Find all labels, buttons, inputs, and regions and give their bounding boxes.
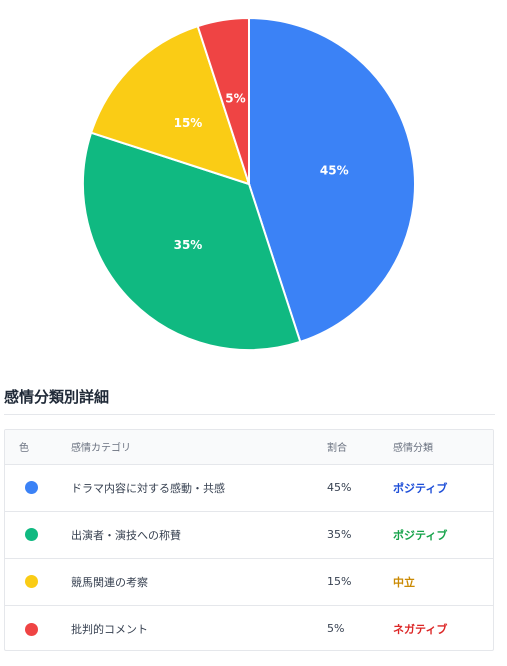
pie-chart-svg: 45% 35% 15% 5% — [82, 16, 416, 351]
color-dot — [25, 575, 38, 589]
row-category: 競馬関連の考察 — [71, 575, 148, 589]
table-row: ドラマ内容に対する感動・共感 45% ポジティブ — [5, 464, 493, 511]
details-table-container: 色 感情カテゴリ 割合 感情分類 ドラマ内容に対する感動・共感 45% ポジティ… — [4, 429, 494, 651]
row-ratio: 5% — [327, 622, 345, 636]
pie-slice — [196, 16, 250, 185]
row-class: ポジティブ — [393, 481, 448, 495]
details-table: 色 感情カテゴリ 割合 感情分類 ドラマ内容に対する感動・共感 45% ポジティ… — [5, 430, 493, 650]
header-class: 感情分類 — [393, 430, 493, 465]
pie-chart: 45% 35% 15% 5% — [82, 16, 416, 351]
section-title: 感情分類別詳細 — [4, 388, 110, 406]
row-class: 中立 — [393, 575, 415, 589]
table-row: 出演者・演技への称賛 35% ポジティブ — [5, 511, 493, 558]
pie-slice — [248, 16, 416, 344]
pie-slice — [82, 131, 302, 351]
header-ratio: 割合 — [327, 430, 393, 465]
color-dot — [25, 481, 38, 495]
row-category: 批判的コメント — [71, 622, 148, 636]
pie-slice-label: 45% — [320, 163, 349, 177]
row-ratio: 15% — [327, 575, 352, 588]
pie-slice-label: 35% — [174, 238, 203, 252]
header-color: 色 — [5, 430, 71, 465]
color-dot — [25, 528, 38, 542]
row-category: ドラマ内容に対する感動・共感 — [71, 481, 225, 495]
pie-slice-label: 15% — [174, 116, 203, 130]
table-header-row: 色 感情カテゴリ 割合 感情分類 — [5, 430, 493, 465]
table-row: 競馬関連の考察 15% 中立 — [5, 558, 493, 605]
row-ratio: 35% — [327, 528, 352, 541]
row-category: 出演者・演技への称賛 — [71, 528, 181, 542]
table-row: 批判的コメント 5% ネガティブ — [5, 605, 493, 650]
header-category: 感情カテゴリ — [71, 430, 327, 465]
pie-slice-label: 5% — [225, 92, 245, 106]
color-dot — [25, 622, 38, 636]
section-divider — [4, 414, 495, 415]
row-class: ポジティブ — [393, 528, 448, 542]
row-ratio: 45% — [327, 481, 352, 494]
row-class: ネガティブ — [393, 622, 448, 636]
